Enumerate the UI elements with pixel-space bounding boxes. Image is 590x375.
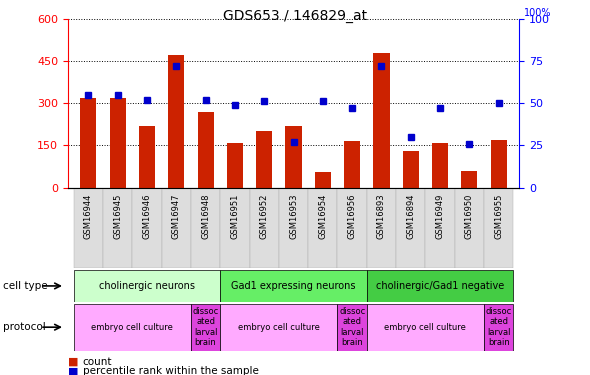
Bar	[315, 172, 331, 188]
Text: cell type: cell type	[3, 281, 48, 291]
Bar	[491, 140, 507, 188]
Bar	[367, 304, 484, 351]
Bar	[337, 189, 367, 268]
Text: GSM16944: GSM16944	[84, 194, 93, 239]
Bar	[396, 189, 425, 268]
Text: embryo cell culture: embryo cell culture	[238, 322, 320, 332]
Text: GSM16953: GSM16953	[289, 194, 298, 239]
Bar	[220, 270, 367, 302]
Text: GSM16948: GSM16948	[201, 194, 210, 239]
Bar	[373, 53, 389, 188]
Bar	[403, 151, 419, 188]
Text: GSM16955: GSM16955	[494, 194, 503, 239]
Text: GSM16954: GSM16954	[319, 194, 327, 239]
Text: GSM16893: GSM16893	[377, 194, 386, 239]
Text: percentile rank within the sample: percentile rank within the sample	[83, 366, 258, 375]
Text: cholinergic neurons: cholinergic neurons	[99, 281, 195, 291]
Bar	[455, 189, 484, 268]
Text: count: count	[83, 357, 112, 367]
Text: ■: ■	[68, 366, 78, 375]
Text: GSM16945: GSM16945	[113, 194, 122, 239]
Bar	[220, 304, 337, 351]
Bar	[484, 304, 513, 351]
Text: dissoc
ated
larval
brain: dissoc ated larval brain	[192, 307, 219, 347]
Text: dissoc
ated
larval
brain: dissoc ated larval brain	[486, 307, 512, 347]
Bar	[286, 126, 301, 188]
Bar	[168, 56, 184, 188]
Bar	[279, 189, 308, 268]
Bar	[425, 189, 455, 268]
Bar	[250, 189, 279, 268]
Bar	[198, 112, 214, 188]
Bar	[110, 98, 126, 188]
Text: Gad1 expressing neurons: Gad1 expressing neurons	[231, 281, 356, 291]
Bar	[256, 131, 272, 188]
Bar	[191, 304, 220, 351]
Bar	[432, 142, 448, 188]
Bar	[367, 270, 513, 302]
Bar	[80, 98, 96, 188]
Text: ■: ■	[68, 357, 78, 367]
Text: dissoc
ated
larval
brain: dissoc ated larval brain	[339, 307, 365, 347]
Text: GSM16950: GSM16950	[465, 194, 474, 239]
Text: GDS653 / 146829_at: GDS653 / 146829_at	[223, 9, 367, 23]
Text: 100%: 100%	[524, 8, 551, 18]
Text: cholinergic/Gad1 negative: cholinergic/Gad1 negative	[376, 281, 504, 291]
Bar	[461, 171, 477, 188]
Bar	[74, 304, 191, 351]
Bar	[367, 189, 396, 268]
Text: embryo cell culture: embryo cell culture	[91, 322, 173, 332]
Bar	[344, 141, 360, 188]
Text: embryo cell culture: embryo cell culture	[385, 322, 466, 332]
Bar	[162, 189, 191, 268]
Bar	[74, 270, 220, 302]
Text: GSM16946: GSM16946	[142, 194, 152, 239]
Text: GSM16894: GSM16894	[407, 194, 415, 239]
Bar	[74, 189, 103, 268]
Text: protocol: protocol	[3, 322, 45, 332]
Bar	[139, 126, 155, 188]
Bar	[227, 142, 243, 188]
Text: GSM16956: GSM16956	[348, 194, 356, 239]
Bar	[337, 304, 367, 351]
Bar	[191, 189, 220, 268]
Bar	[103, 189, 132, 268]
Bar	[308, 189, 337, 268]
Bar	[484, 189, 513, 268]
Bar	[220, 189, 250, 268]
Text: GSM16951: GSM16951	[231, 194, 240, 239]
Text: GSM16952: GSM16952	[260, 194, 268, 239]
Text: GSM16947: GSM16947	[172, 194, 181, 239]
Bar	[132, 189, 162, 268]
Text: GSM16949: GSM16949	[435, 194, 445, 239]
